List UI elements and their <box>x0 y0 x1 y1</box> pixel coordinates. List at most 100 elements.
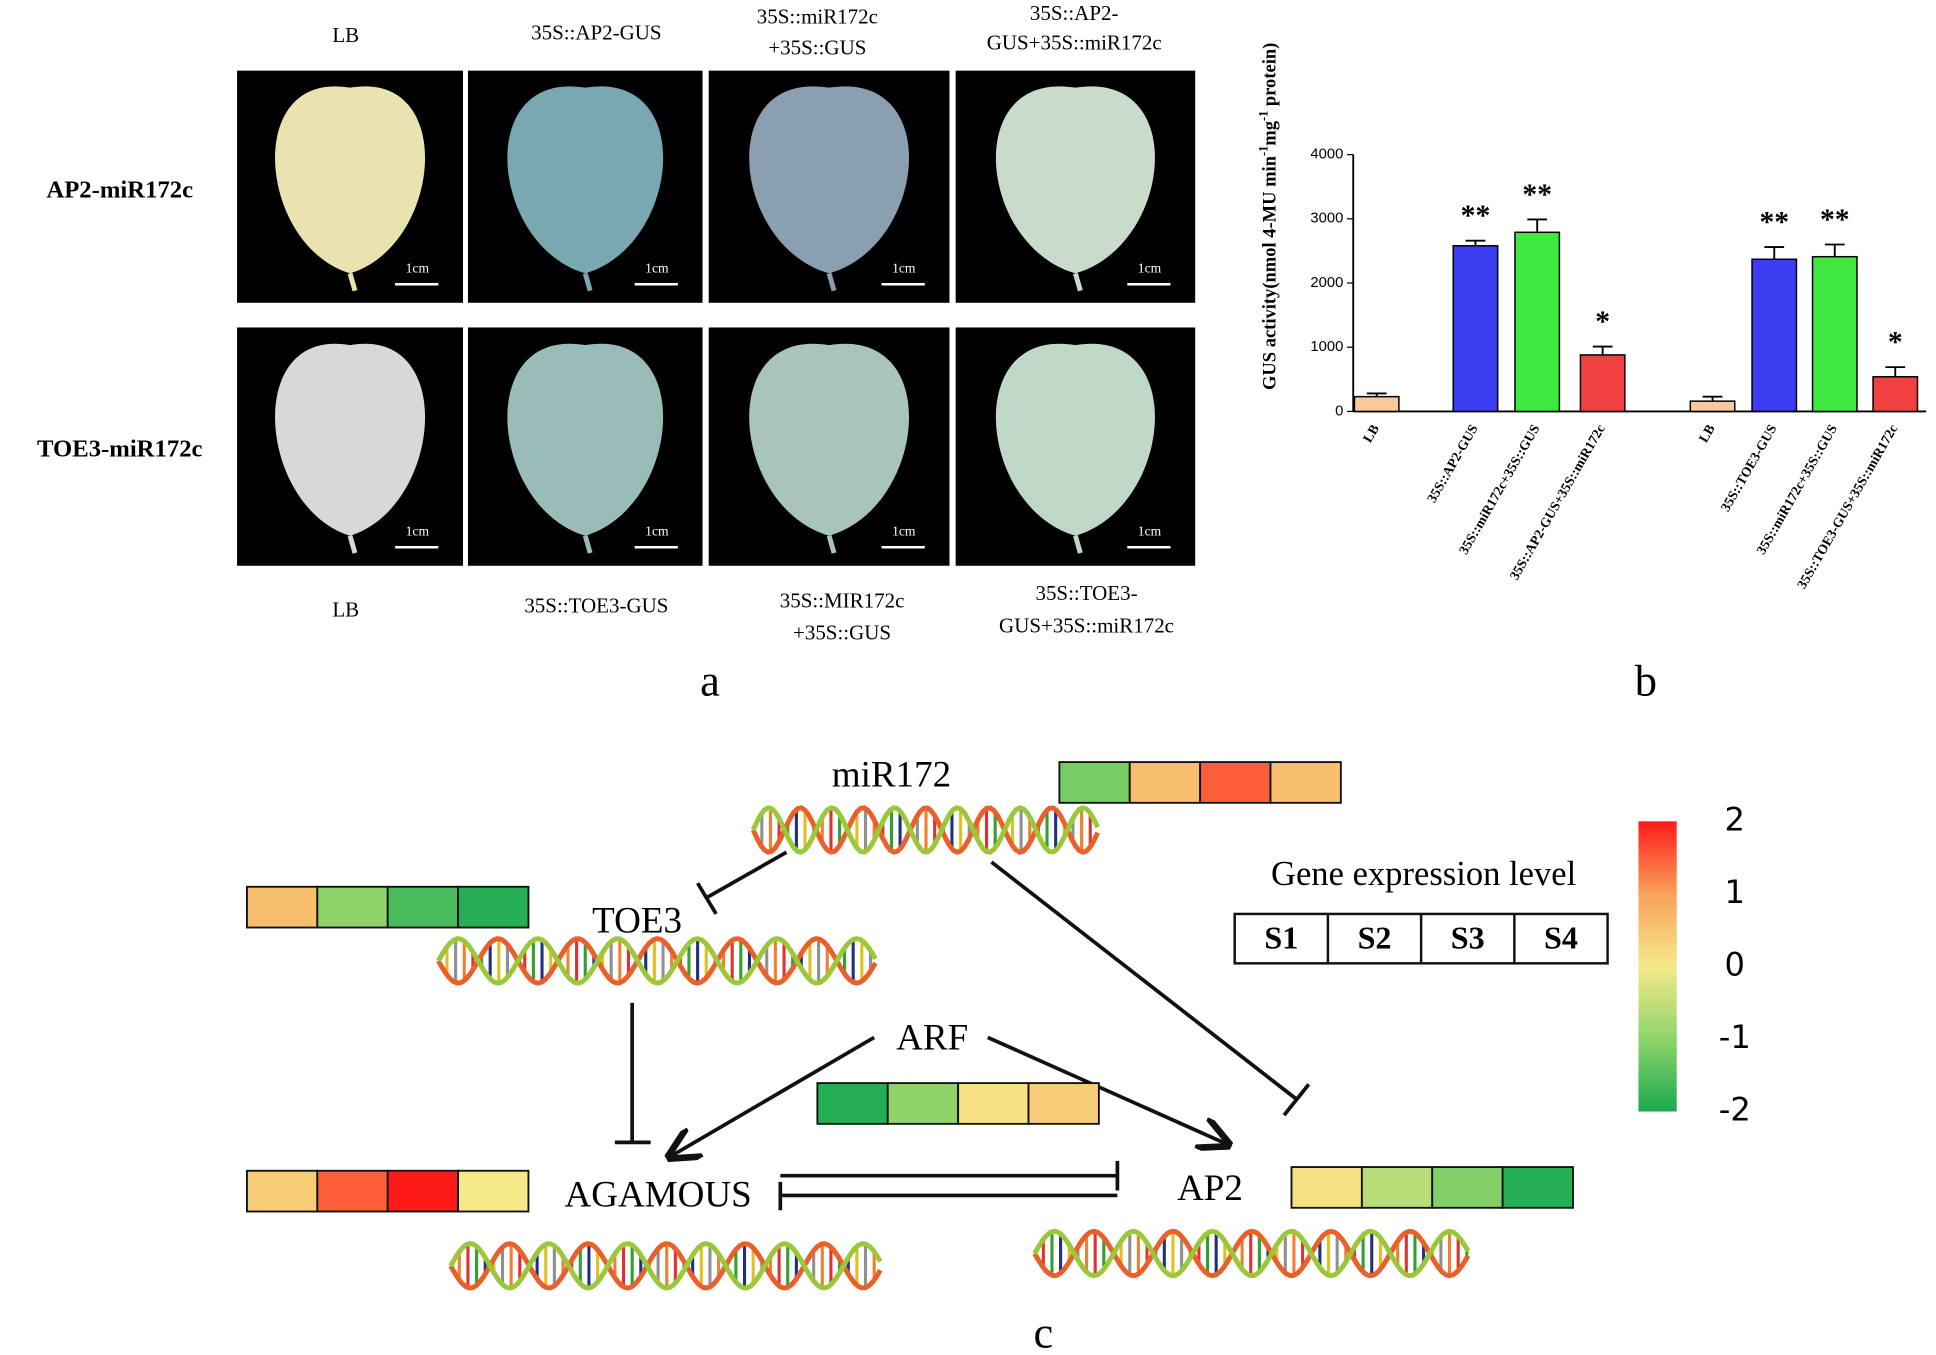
bar <box>1689 400 1736 413</box>
row-label: TOE3-miR172c <box>37 436 203 463</box>
gene-label: miR172 <box>832 755 951 796</box>
activate-arrow <box>669 1035 876 1157</box>
sample-label: S4 <box>1544 919 1578 955</box>
colorbar-tick-label: -1 <box>1719 1018 1751 1056</box>
gene-label: AP2 <box>1177 1168 1243 1209</box>
petiole <box>826 535 837 554</box>
sample-label: S2 <box>1358 919 1392 955</box>
heatmap-cell <box>1199 761 1272 804</box>
leaf <box>275 343 426 536</box>
bar <box>1514 231 1561 413</box>
column-label: GUS+35S::miR172c <box>999 613 1174 637</box>
column-label: +35S::GUS <box>768 35 866 59</box>
colorbar-tick-label: 2 <box>1725 800 1745 838</box>
dna-strand <box>436 936 878 986</box>
panel-label: c <box>1033 1308 1053 1355</box>
petiole <box>582 535 593 554</box>
colorbar <box>1638 821 1677 1112</box>
column-label: 35S::MIR172c <box>780 589 905 613</box>
column-label: 35S::AP2- <box>1030 1 1119 25</box>
heatmap-cell <box>316 1169 389 1213</box>
leaf <box>507 343 664 536</box>
scale-label: 1cm <box>406 261 430 276</box>
significance-label: ** <box>1820 204 1850 236</box>
gene-label: ARF <box>896 1018 968 1059</box>
legend-title: Gene expression level <box>1271 855 1576 893</box>
x-tick-label: 35S::TOE3-GUS <box>1718 422 1780 514</box>
petiole <box>347 272 358 292</box>
significance-label: * <box>1888 327 1903 359</box>
scale-label: 1cm <box>645 524 669 539</box>
heatmap-cell <box>386 1169 459 1213</box>
dna-strand <box>750 805 1100 855</box>
column-label: 35S::TOE3-GUS <box>524 594 668 618</box>
petiole <box>1073 272 1083 292</box>
significance-label: * <box>1595 306 1610 338</box>
heatmap-cell <box>246 1169 319 1213</box>
sample-label: S1 <box>1264 919 1298 955</box>
petiole <box>1073 535 1083 554</box>
y-tick-label: 0 <box>1335 403 1343 419</box>
row-label: AP2-miR172c <box>46 176 193 203</box>
x-tick-label: LB <box>1360 422 1382 445</box>
colorbar-tick-label: 0 <box>1725 945 1745 983</box>
heatmap-cell <box>957 1082 1030 1125</box>
inhibit-bar <box>1282 1083 1311 1117</box>
heatmap-cell <box>457 1169 530 1213</box>
y-axis-label-part: protein) <box>1260 43 1281 111</box>
pathway-arrows <box>614 850 1311 1211</box>
gene-label: AGAMOUS <box>564 1174 751 1215</box>
inhibit-line <box>990 860 1298 1101</box>
y-axis-label-part: mg <box>1260 120 1281 145</box>
column-label: LB <box>332 597 359 621</box>
activate-arrow <box>987 1035 1229 1144</box>
inhibit-line <box>705 850 788 900</box>
y-axis-label-part: GUS activity(nmol 4-MU min <box>1260 155 1281 390</box>
column-label: 35S::miR172c <box>757 5 878 29</box>
column-label: LB <box>332 23 359 47</box>
heatmap-cell <box>1058 761 1131 804</box>
dna-strand <box>1032 1228 1471 1279</box>
significance-label: ** <box>1522 179 1552 211</box>
scale-label: 1cm <box>892 524 916 539</box>
gene-label: TOE3 <box>592 900 682 941</box>
heatmap-cell <box>1027 1082 1100 1125</box>
scale-label: 1cm <box>1138 524 1162 539</box>
heatmap-cell <box>1360 1166 1434 1209</box>
y-axis-label-part: -1 <box>1257 146 1271 156</box>
panel-label: a <box>700 656 720 706</box>
colorbar-tick-label: -2 <box>1719 1090 1751 1128</box>
scale-label: 1cm <box>1138 261 1162 276</box>
y-tick-label: 4000 <box>1310 147 1343 163</box>
heatmap-cell <box>1431 1166 1504 1209</box>
significance-label: ** <box>1759 207 1789 239</box>
y-axis-label-part: -1 <box>1257 111 1271 121</box>
column-label: +35S::GUS <box>793 621 891 645</box>
y-axis-label: GUS activity(nmol 4-MU min-1mg-1 protein… <box>1257 43 1281 390</box>
leaf <box>995 343 1155 536</box>
scale-label: 1cm <box>892 261 916 276</box>
heatmap-cell <box>1290 1166 1363 1209</box>
heatmap-cell <box>816 1082 889 1125</box>
leaf <box>749 86 910 274</box>
heatmap-cell <box>886 1082 960 1125</box>
leaf <box>749 343 910 536</box>
scale-label: 1cm <box>406 524 430 539</box>
leaf <box>275 86 426 274</box>
dna-strand <box>1032 1228 1471 1279</box>
heatmap-cell <box>386 885 459 929</box>
heatmap-cell <box>457 885 530 929</box>
y-tick-label: 3000 <box>1310 211 1343 227</box>
heatmap-cell <box>1128 761 1202 804</box>
bar <box>1872 376 1919 413</box>
petiole <box>347 535 358 554</box>
dna-strand <box>448 1241 883 1291</box>
x-tick-label: LB <box>1696 422 1718 445</box>
y-tick-label: 1000 <box>1310 339 1343 355</box>
dna-strand <box>448 1241 883 1291</box>
significance-label: ** <box>1461 200 1491 232</box>
heatmap-cell <box>246 885 319 929</box>
y-tick-label: 2000 <box>1310 275 1343 291</box>
colorbar-tick-label: 1 <box>1725 873 1745 911</box>
dna-strand <box>436 936 878 986</box>
